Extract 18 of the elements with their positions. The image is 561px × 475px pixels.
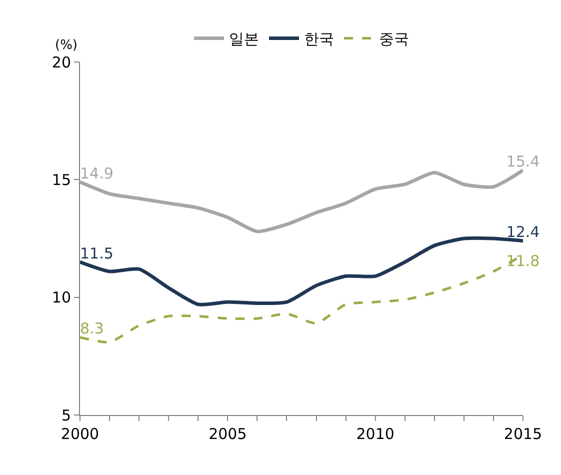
data-label: 15.4 — [506, 152, 540, 170]
y-tick-label: 15 — [52, 170, 71, 189]
x-tick-label: 2000 — [60, 425, 100, 443]
data-label: 11.5 — [80, 244, 114, 262]
data-label: 11.8 — [506, 252, 540, 270]
x-tick-label: 2015 — [504, 425, 542, 443]
y-tick-label: 10 — [52, 288, 71, 307]
legend-label: 중국 — [379, 30, 409, 48]
data-label: 12.4 — [506, 223, 540, 242]
data-label: 8.3 — [80, 320, 104, 338]
legend-label: 일본 — [229, 30, 259, 48]
x-tick-label: 2010 — [356, 425, 394, 443]
data-label: 14.9 — [80, 164, 114, 182]
y-tick-label: 5 — [61, 406, 71, 424]
legend-label: 한국 — [304, 30, 334, 48]
x-tick-label: 2005 — [208, 425, 247, 443]
y-tick-label: 20 — [52, 53, 71, 72]
y-axis-title: (%) — [55, 38, 78, 53]
